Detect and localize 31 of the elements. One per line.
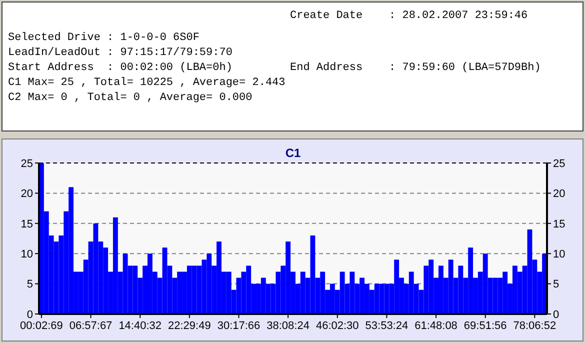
- y-tick-label: 5: [26, 278, 33, 291]
- text: C2 Max= 0 , Total= 0 , Average= 0.000: [8, 92, 252, 104]
- text: End Address : 79:59:60 (LBA=57D9Bh): [290, 62, 541, 74]
- text: LeadIn/LeadOut : 97:15:17/79:59:70: [8, 47, 232, 59]
- x-tick-label: 14:40:32: [118, 320, 162, 332]
- text: Create Date : 28.02.2007 23:59:46: [290, 10, 528, 22]
- y-tick-label: 15: [20, 218, 33, 230]
- x-tick-label: 69:51:56: [464, 320, 507, 332]
- y-tick-label: 20: [20, 188, 33, 200]
- text: C1 Max= 25 , Total= 10225 , Average= 2.443: [8, 77, 286, 89]
- x-tick-label: 78:06:52: [513, 320, 556, 332]
- chart-title: C1: [285, 146, 301, 160]
- x-tick-label: 00:02:69: [20, 320, 63, 332]
- y-tick-label: 0: [26, 308, 33, 321]
- y2-tick-label: 20: [553, 188, 566, 200]
- x-tick-label: 46:02:30: [316, 320, 359, 332]
- x-tick-label: 06:57:67: [69, 320, 112, 332]
- text: Start Address : 00:02:00 (LBA=0h): [8, 62, 232, 74]
- x-tick-label: 38:08:24: [266, 320, 310, 332]
- y2-tick-label: 5: [553, 278, 560, 291]
- text: Selected Drive : 1-0-0-0 6S0F: [8, 32, 200, 44]
- y2-tick-label: 25: [553, 158, 566, 170]
- y-tick-label: 10: [20, 248, 33, 260]
- x-tick-label: 61:48:08: [414, 320, 458, 332]
- y-tick-label: 25: [20, 158, 33, 170]
- x-tick-label: 30:17:66: [217, 320, 260, 332]
- y2-tick-label: 0: [553, 308, 560, 321]
- x-tick-label: 53:53:24: [365, 320, 408, 332]
- y2-tick-label: 15: [553, 218, 566, 230]
- y2-tick-label: 10: [553, 248, 566, 260]
- x-tick-label: 22:29:49: [168, 320, 211, 332]
